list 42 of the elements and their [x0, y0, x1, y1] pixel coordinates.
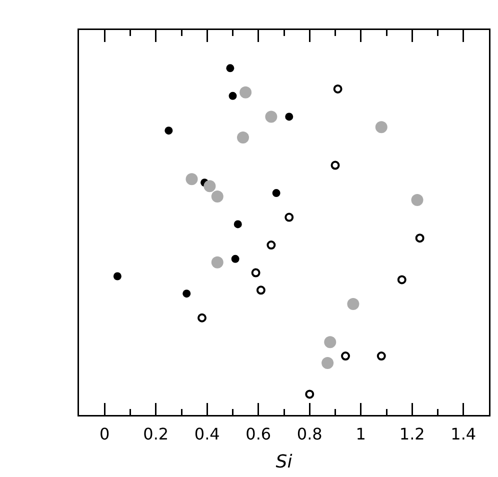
point: [347, 298, 360, 310]
point: [333, 84, 342, 94]
point: [186, 173, 198, 186]
x-tick-label: 1.2: [399, 424, 425, 444]
point: [251, 268, 260, 278]
point: [231, 254, 240, 263]
x-tick-label: 0.2: [143, 424, 169, 444]
x-axis-title: Si: [276, 452, 292, 473]
x-tick-label: 0.6: [246, 424, 272, 444]
point: [234, 220, 242, 228]
point: [305, 390, 314, 399]
point: [375, 121, 388, 134]
point: [256, 286, 266, 295]
point: [240, 86, 252, 98]
x-tick-label: 0.4: [194, 424, 220, 444]
point: [204, 180, 216, 192]
point: [198, 313, 206, 322]
point: [330, 160, 340, 170]
point: [322, 356, 334, 369]
point: [164, 126, 173, 135]
point: [324, 336, 336, 348]
x-tick-label: 0: [100, 424, 110, 444]
point: [211, 256, 224, 268]
point: [285, 112, 294, 121]
point: [272, 189, 280, 198]
point: [265, 110, 278, 123]
x-tick-label: 0.8: [296, 424, 322, 444]
x-tick-label: 1: [356, 424, 366, 444]
point: [266, 240, 276, 250]
point: [113, 272, 122, 280]
point: [411, 194, 424, 206]
point: [226, 64, 234, 72]
point: [341, 352, 350, 361]
point: [397, 275, 406, 284]
point: [228, 92, 237, 100]
point: [237, 132, 249, 144]
point: [376, 352, 386, 361]
point: [211, 190, 224, 202]
point: [284, 212, 294, 222]
point: [415, 234, 424, 243]
point: [182, 290, 191, 298]
x-tick-label: 1.4: [450, 424, 476, 444]
